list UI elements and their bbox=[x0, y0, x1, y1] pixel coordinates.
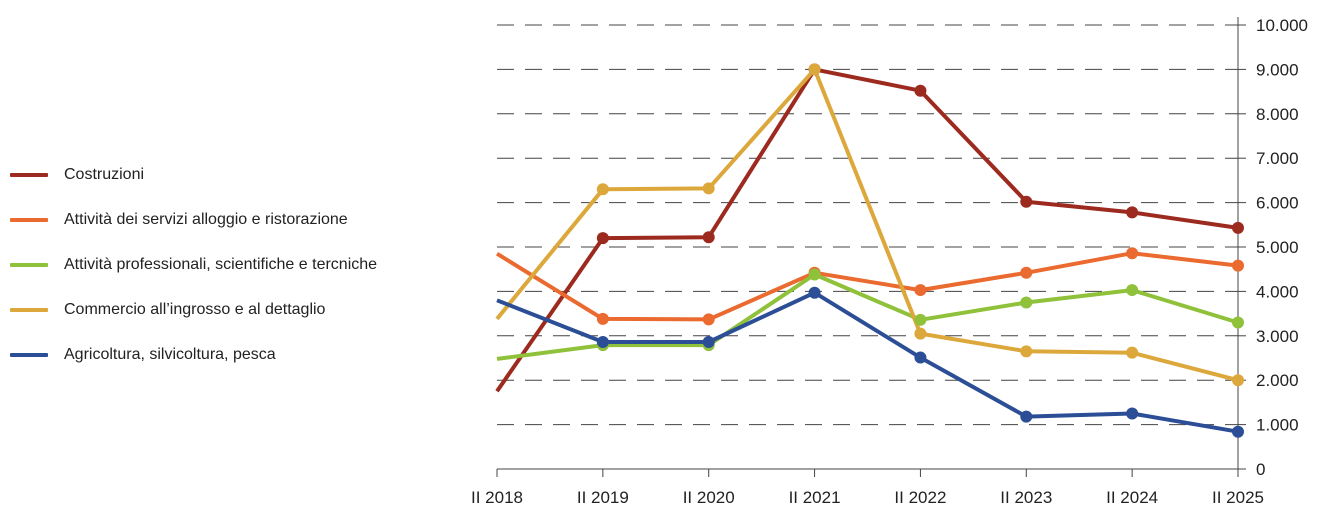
x-tick-label: II 2021 bbox=[789, 488, 841, 507]
data-point bbox=[1232, 374, 1244, 387]
series-line bbox=[495, 67, 1239, 393]
y-tick-label: 0 bbox=[1256, 460, 1265, 479]
data-point bbox=[1232, 259, 1244, 272]
data-point bbox=[914, 327, 927, 340]
data-point bbox=[1020, 345, 1033, 358]
x-tick-label: II 2020 bbox=[683, 488, 735, 507]
legend-swatch bbox=[10, 307, 48, 312]
axes bbox=[496, 17, 1246, 477]
legend-label: Attività dei servizi alloggio e ristoraz… bbox=[64, 210, 348, 228]
data-point bbox=[1020, 296, 1033, 309]
y-tick-label: 10.000 bbox=[1256, 16, 1308, 35]
y-tick-label: 1.000 bbox=[1256, 416, 1299, 435]
y-tick-label: 3.000 bbox=[1256, 327, 1299, 346]
x-tick-label: II 2023 bbox=[1000, 488, 1052, 507]
x-tick-label: II 2018 bbox=[471, 488, 523, 507]
legend-item: Attività dei servizi alloggio e ristoraz… bbox=[10, 197, 377, 242]
legend-item: Commercio all’ingrosso e al dettaglio bbox=[10, 287, 377, 332]
data-point bbox=[1126, 284, 1139, 297]
data-point bbox=[1020, 195, 1033, 208]
series-line bbox=[495, 251, 1239, 322]
y-tick-label: 4.000 bbox=[1256, 282, 1299, 301]
data-point bbox=[1126, 206, 1139, 219]
x-tick-label: II 2024 bbox=[1106, 488, 1158, 507]
y-tick-label: 8.000 bbox=[1256, 105, 1299, 124]
data-point bbox=[702, 313, 715, 326]
y-tick-label: 2.000 bbox=[1256, 371, 1299, 390]
legend-label: Agricoltura, silvicoltura, pesca bbox=[64, 345, 276, 363]
x-tick-label: II 2022 bbox=[894, 488, 946, 507]
chart-legend: Costruzioni Attività dei servizi alloggio… bbox=[10, 152, 377, 377]
data-point bbox=[914, 284, 927, 297]
data-point bbox=[914, 84, 927, 97]
x-tick-label: II 2019 bbox=[577, 488, 629, 507]
legend-swatch bbox=[10, 352, 48, 357]
data-point bbox=[1126, 346, 1139, 359]
data-point bbox=[808, 268, 821, 281]
data-point bbox=[914, 313, 927, 326]
data-point bbox=[596, 312, 609, 325]
data-point bbox=[1020, 266, 1033, 279]
legend-item: Costruzioni bbox=[10, 152, 377, 197]
series-line bbox=[496, 272, 1239, 361]
gridlines bbox=[497, 24, 1238, 426]
series-markers bbox=[596, 63, 1244, 438]
series-lines bbox=[495, 67, 1239, 434]
y-tick-label: 7.000 bbox=[1256, 149, 1299, 168]
data-point bbox=[808, 286, 821, 299]
data-point bbox=[702, 182, 715, 195]
data-point bbox=[1020, 410, 1033, 423]
data-point bbox=[596, 232, 609, 245]
legend-swatch bbox=[10, 217, 48, 222]
y-tick-label: 6.000 bbox=[1256, 194, 1299, 213]
data-point bbox=[914, 351, 927, 364]
legend-item: Attività professionali, scientifiche e t… bbox=[10, 242, 377, 287]
series-line bbox=[496, 290, 1239, 434]
data-point bbox=[1126, 247, 1139, 260]
data-point bbox=[1232, 425, 1244, 438]
data-point bbox=[1126, 407, 1139, 420]
data-point bbox=[596, 183, 609, 196]
data-point bbox=[702, 231, 715, 244]
legend-label: Attività professionali, scientifiche e t… bbox=[64, 255, 378, 273]
legend-swatch bbox=[10, 172, 48, 177]
legend-item: Agricoltura, silvicoltura, pesca bbox=[10, 332, 377, 377]
series-line bbox=[495, 67, 1239, 383]
y-tick-label: 9.000 bbox=[1256, 60, 1299, 79]
data-point bbox=[1232, 221, 1244, 234]
legend-swatch bbox=[10, 262, 48, 267]
data-point bbox=[702, 336, 715, 349]
y-tick-label: 5.000 bbox=[1256, 238, 1299, 257]
legend-label: Commercio all’ingrosso e al dettaglio bbox=[64, 300, 326, 318]
data-point bbox=[596, 336, 609, 349]
tick-labels: 0 1.000 2.000 3.000 4.000 5.000 6.000 7.000 8.00… bbox=[471, 16, 1308, 507]
legend-label: Costruzioni bbox=[64, 165, 145, 183]
data-point bbox=[1232, 316, 1244, 329]
data-point bbox=[808, 63, 821, 76]
x-tick-label: II 2025 bbox=[1212, 488, 1264, 507]
